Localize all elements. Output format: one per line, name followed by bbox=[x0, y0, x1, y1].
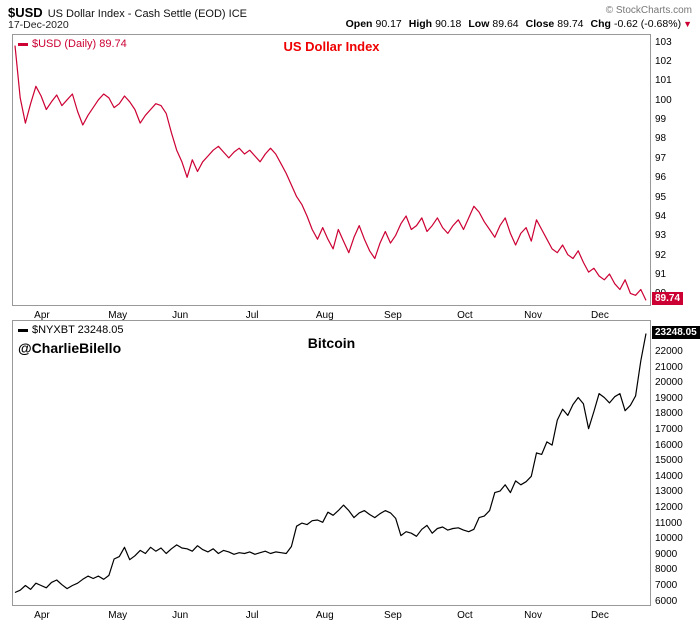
usd-y-tick-label: 96 bbox=[655, 172, 667, 184]
btc-y-tick-label: 19000 bbox=[655, 392, 683, 404]
usd-y-tick-label: 103 bbox=[655, 36, 672, 48]
copyright-text: © StockCharts.com bbox=[605, 5, 692, 16]
usd-y-tick-label: 98 bbox=[655, 133, 667, 145]
usd-x-tick-label: May bbox=[108, 310, 128, 321]
usd-x-tick-label: Jul bbox=[245, 310, 259, 321]
btc-chart-title: Bitcoin bbox=[307, 335, 356, 351]
btc-x-tick-label: Sep bbox=[384, 610, 402, 621]
btc-y-tick-label: 21000 bbox=[655, 361, 683, 373]
btc-legend: $NYXBT 23248.05 bbox=[18, 324, 124, 336]
btc-y-tick-label: 10000 bbox=[655, 533, 683, 545]
btc-y-tick-label: 22000 bbox=[655, 345, 683, 357]
usd-last-value-badge: 89.74 bbox=[652, 292, 684, 306]
btc-x-tick-label: May bbox=[108, 610, 128, 621]
chg-value: -0.62 (-0.68%) bbox=[613, 18, 682, 30]
low-label: Low bbox=[468, 18, 490, 30]
btc-y-tick-label: 20000 bbox=[655, 377, 683, 389]
chart-date: 17-Dec-2020 bbox=[8, 19, 69, 31]
btc-legend-swatch-icon bbox=[18, 328, 28, 332]
btc-y-tick-label: 14000 bbox=[655, 470, 683, 482]
usd-chart: $USD (Daily) 89.74 US Dollar Index 103 10… bbox=[0, 32, 700, 321]
usd-x-tick-label: Aug bbox=[315, 310, 334, 321]
btc-x-tick-label: Apr bbox=[34, 610, 50, 621]
usd-line-series bbox=[14, 45, 647, 301]
usd-x-tick-label: Apr bbox=[34, 310, 50, 321]
usd-y-tick-label: 99 bbox=[655, 114, 667, 126]
btc-chart: $NYXBT 23248.05 @CharlieBilello Bitcoin … bbox=[0, 318, 700, 624]
close-value: 89.74 bbox=[557, 18, 584, 30]
usd-legend-swatch-icon bbox=[18, 42, 28, 46]
high-value: 90.18 bbox=[435, 18, 462, 30]
usd-y-tick-label: 91 bbox=[655, 268, 667, 280]
btc-y-tick-label: 13000 bbox=[655, 486, 683, 498]
btc-x-tick-label: Oct bbox=[457, 610, 473, 621]
btc-y-tick-label: 12000 bbox=[655, 502, 683, 514]
btc-x-tick-label: Jul bbox=[245, 610, 259, 621]
usd-y-tick-label: 95 bbox=[655, 191, 667, 203]
symbol-description: US Dollar Index - Cash Settle (EOD) ICE bbox=[47, 8, 247, 20]
usd-legend-label: $USD (Daily) 89.74 bbox=[32, 38, 127, 50]
usd-x-tick-label: Jun bbox=[172, 310, 189, 321]
usd-y-tick-label: 92 bbox=[655, 249, 667, 261]
btc-y-tick-label: 6000 bbox=[655, 595, 678, 607]
usd-x-tick-label: Oct bbox=[457, 310, 473, 321]
usd-chart-title: US Dollar Index bbox=[283, 39, 380, 54]
btc-x-tick-label: Jun bbox=[172, 610, 189, 621]
symbol: $USD bbox=[8, 5, 43, 20]
btc-y-tick-label: 17000 bbox=[655, 424, 683, 435]
symbol-title-row: $USD US Dollar Index - Cash Settle (EOD) … bbox=[8, 4, 247, 22]
usd-y-tick-label: 101 bbox=[655, 75, 672, 87]
open-label: Open bbox=[345, 18, 373, 30]
btc-y-tick-label: 8000 bbox=[655, 564, 678, 576]
btc-y-tick-label: 9000 bbox=[655, 548, 678, 560]
low-value: 89.64 bbox=[492, 18, 519, 30]
usd-x-tick-label: Sep bbox=[384, 310, 402, 321]
btc-y-tick-label: 16000 bbox=[655, 439, 683, 451]
btc-y-tick-label: 7000 bbox=[655, 580, 678, 592]
usd-x-tick-label: Dec bbox=[591, 310, 609, 321]
high-label: High bbox=[408, 18, 433, 30]
usd-y-tick-label: 93 bbox=[655, 230, 667, 242]
quote-line: Open 90.17 High 90.18 Low 89.64 Close 89.74 Chg -… bbox=[346, 18, 692, 30]
btc-x-tick-label: Aug bbox=[315, 610, 334, 621]
btc-line-series bbox=[14, 333, 647, 594]
chg-label: Chg bbox=[590, 18, 611, 30]
usd-x-tick-label: Nov bbox=[524, 310, 542, 321]
btc-last-value-badge: 23248.05 bbox=[652, 325, 700, 339]
btc-y-tick-label: 18000 bbox=[655, 408, 683, 420]
btc-x-tick-label: Nov bbox=[524, 610, 542, 621]
close-label: Close bbox=[525, 18, 555, 30]
btc-y-tick-label: 15000 bbox=[655, 455, 683, 467]
btc-x-tick-label: Dec bbox=[591, 610, 609, 621]
down-arrow-icon: ▼ bbox=[683, 19, 692, 29]
usd-y-tick-label: 94 bbox=[655, 210, 667, 222]
watermark-handle: @CharlieBilello bbox=[18, 340, 122, 356]
usd-y-tick-label: 97 bbox=[655, 152, 667, 164]
usd-y-tick-label: 102 bbox=[655, 56, 672, 68]
usd-y-tick-label: 100 bbox=[655, 94, 672, 106]
open-value: 90.17 bbox=[375, 18, 402, 30]
usd-plot-area: $USD (Daily) 89.74 US Dollar Index bbox=[12, 34, 651, 306]
btc-y-tick-label: 11000 bbox=[655, 517, 683, 529]
btc-plot-area: $NYXBT 23248.05 @CharlieBilello Bitcoin bbox=[12, 320, 651, 606]
btc-legend-label: $NYXBT 23248.05 bbox=[32, 324, 124, 336]
usd-legend: $USD (Daily) 89.74 bbox=[18, 38, 127, 50]
